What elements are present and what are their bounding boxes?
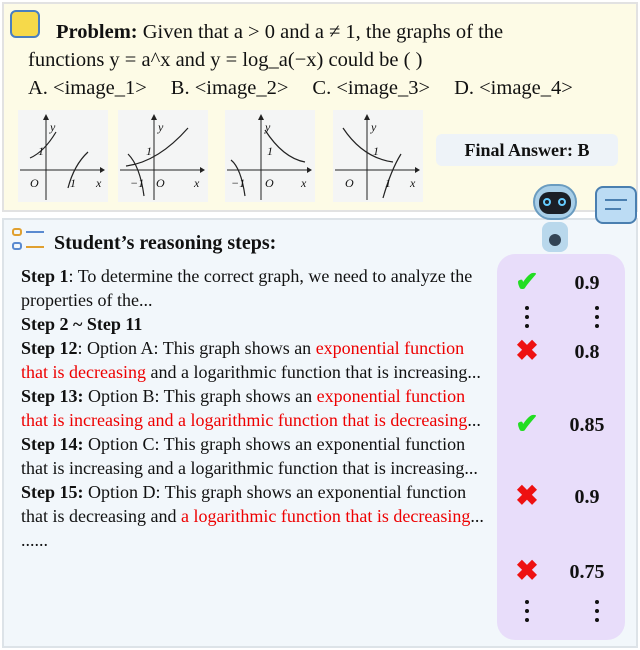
step-score: 0.9 — [574, 486, 600, 508]
graph-label: 1 — [385, 176, 391, 190]
step-label: Step 12 — [21, 338, 78, 358]
graph-label: O — [156, 176, 165, 190]
graph-label: −1 — [231, 176, 246, 190]
reasoning-step: Step 13: Option B: This graph shows an e… — [21, 384, 491, 432]
vertical-ellipsis-icon — [525, 306, 529, 328]
step-score: 0.85 — [569, 414, 605, 436]
problem-line-1: Given that a > 0 and a ≠ 1, the graphs o… — [137, 21, 504, 43]
problem-icon — [10, 10, 40, 38]
graph-label: 1 — [38, 144, 44, 158]
graph-label: O — [30, 176, 39, 190]
option-d: D. <image_4> — [454, 77, 573, 99]
problem-text: Problem: Given that a > 0 and a ≠ 1, the… — [28, 18, 628, 102]
flow-icon — [12, 228, 46, 258]
graph-label: O — [345, 176, 354, 190]
step-label: Step 15: — [21, 482, 84, 502]
step-text: and a logarithmic function that is incre… — [145, 362, 481, 382]
graph-label: 1 — [373, 144, 379, 158]
step-text: : To determine the correct graph, we nee… — [21, 266, 473, 310]
problem-line-2: functions y = a^x and y = log_a(−x) coul… — [28, 49, 423, 71]
step-score: 0.75 — [569, 561, 605, 583]
reasoning-step: Step 15: Option D: This graph shows an e… — [21, 480, 491, 528]
cross-icon: ✖ — [515, 481, 539, 512]
graph-label: y — [50, 120, 56, 134]
option-b: B. <image_2> — [170, 77, 289, 99]
curve-1 — [264, 129, 306, 163]
curve-2 — [230, 159, 246, 197]
highlighted-text: exponential function that is decreasing — [21, 338, 465, 382]
graph-axes — [335, 114, 420, 200]
speech-bubble-icon — [595, 186, 637, 224]
graph-label: x — [301, 176, 307, 190]
graph-axes — [20, 114, 105, 200]
vertical-ellipsis-icon — [525, 600, 529, 622]
reasoning-title: Student’s reasoning steps: — [54, 232, 277, 254]
graph-label: O — [265, 176, 274, 190]
function-graph-4: y 1 O 1 x — [333, 110, 423, 202]
final-answer: Final Answer: B — [436, 134, 618, 166]
reasoning-step: Step 12: Option A: This graph shows an e… — [21, 336, 491, 384]
graph-label: x — [410, 176, 416, 190]
graph-axes — [227, 114, 312, 200]
check-icon: ✔ — [515, 267, 539, 298]
curve-1 — [125, 127, 189, 167]
curve-2 — [67, 151, 89, 189]
reasoning-step: Step 14: Option C: This graph shows an e… — [21, 432, 491, 480]
step-text: : Option A: This graph shows an — [77, 338, 316, 358]
highlighted-text: a logarithmic function that is decreasin… — [180, 506, 471, 526]
check-icon: ✔ — [515, 409, 539, 440]
graph-axes — [120, 114, 205, 200]
graph-label: x — [96, 176, 102, 190]
graph-label: 1 — [146, 144, 152, 158]
graph-label: y — [265, 120, 271, 134]
steps-list: Step 1: To determine the correct graph, … — [21, 264, 491, 552]
step-text: Option D: This graph shows an exponentia… — [21, 482, 467, 526]
step-label: Step 1 — [21, 266, 69, 286]
reasoning-box: Student’s reasoning steps: Step 1: To de… — [2, 218, 638, 648]
step-text: Option C: This graph shows an exponentia… — [21, 434, 478, 478]
step-label: Step 2 ~ Step 11 — [21, 314, 143, 334]
option-a: A. <image_1> — [28, 77, 147, 99]
graph-label: −1 — [130, 176, 145, 190]
graph-label: 1 — [70, 176, 76, 190]
highlighted-text: exponential function that is increasing … — [21, 386, 468, 430]
graph-label: x — [194, 176, 200, 190]
more-steps-ellipsis: ...... — [21, 530, 48, 550]
curve-1 — [342, 127, 394, 163]
step-score: 0.9 — [574, 272, 600, 294]
reasoning-step: Step 1: To determine the correct graph, … — [21, 264, 491, 312]
graph-label: 1 — [267, 144, 273, 158]
step-text: Option B: This graph shows an — [83, 386, 317, 406]
step-label: Step 14: — [21, 434, 84, 454]
step-score: 0.8 — [574, 341, 600, 363]
problem-box: Problem: Given that a > 0 and a ≠ 1, the… — [2, 2, 638, 212]
curve-2 — [382, 153, 402, 199]
graph-label: y — [158, 120, 164, 134]
step-label: Step 13: — [21, 386, 84, 406]
curve-2 — [127, 153, 145, 197]
option-c: C. <image_3> — [312, 77, 431, 99]
step-text: ... — [470, 506, 484, 526]
graph-label: y — [371, 120, 377, 134]
robot-icon — [530, 178, 580, 254]
score-panel: ✔ 0.9 ✖ 0.8 ✔ 0.85 ✖ 0.9 ✖ 0.75 — [497, 254, 625, 640]
reasoning-step: Step 2 ~ Step 11 — [21, 312, 491, 336]
cross-icon: ✖ — [515, 556, 539, 587]
problem-label: Problem: — [56, 21, 138, 43]
cross-icon: ✖ — [515, 336, 539, 367]
step-text: ... — [467, 410, 481, 430]
curve-1 — [29, 131, 57, 159]
vertical-ellipsis-icon — [595, 306, 599, 328]
vertical-ellipsis-icon — [595, 600, 599, 622]
